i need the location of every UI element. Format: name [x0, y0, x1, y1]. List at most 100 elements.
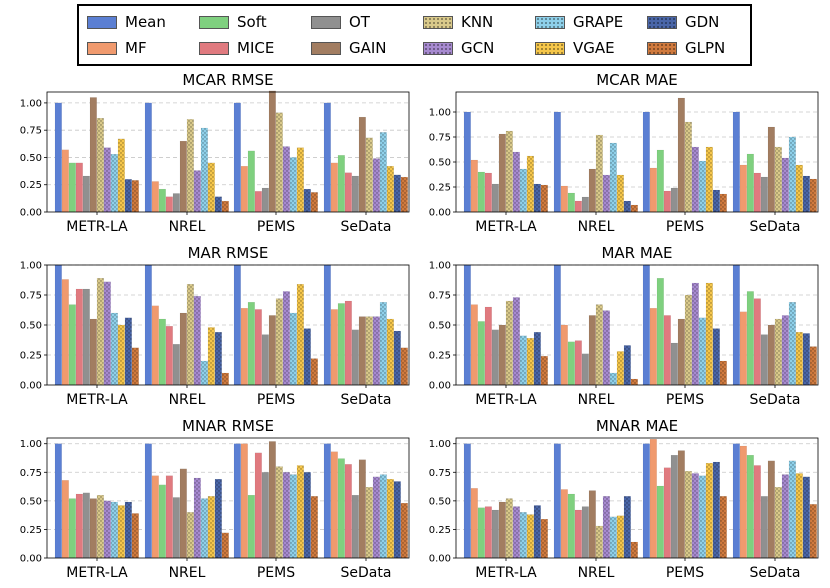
bar-grape — [609, 372, 617, 386]
bar-gdn — [712, 328, 720, 386]
plot-frame — [455, 437, 819, 559]
bar-gain — [588, 490, 596, 559]
bar-ot — [670, 187, 678, 213]
bar-mf — [560, 324, 568, 386]
bar-mean — [642, 264, 650, 386]
chart-title: MNAR MAE — [596, 417, 678, 435]
bar-gain — [498, 324, 506, 386]
bar-glpn — [540, 184, 548, 213]
bar-soft — [477, 507, 485, 559]
chart-title: MAR MAE — [601, 244, 672, 262]
bar-glpn — [310, 192, 318, 213]
bar-vgae — [526, 514, 534, 559]
bar-knn — [365, 316, 373, 386]
bar-gdn — [623, 200, 631, 213]
bar-ot — [261, 334, 269, 386]
bar-gdn — [533, 183, 541, 213]
y-tick-label: 0.00 — [20, 381, 42, 392]
legend-label: MICE — [237, 39, 275, 57]
category-label: PEMS — [666, 219, 704, 235]
bar-knn — [774, 486, 782, 559]
legend-item-mice: MICE — [199, 38, 274, 58]
category-label: PEMS — [666, 392, 704, 408]
bar-gain — [767, 460, 775, 559]
y-tick-label: 1.00 — [20, 439, 42, 450]
bar-mf — [649, 438, 657, 559]
bar-mf — [649, 308, 657, 386]
bar-glpn — [310, 358, 318, 386]
category-label: SeData — [341, 392, 392, 408]
bar-gdn — [214, 478, 222, 559]
bar-vgae — [616, 174, 624, 213]
legend-item-ot: OT — [311, 12, 370, 32]
legend-swatch — [199, 15, 229, 29]
bar-mf — [151, 475, 159, 559]
legend-item-grape: GRAPE — [535, 12, 623, 32]
bar-mean — [233, 264, 241, 386]
bar-soft — [746, 291, 754, 386]
bar-mice — [663, 467, 671, 559]
bar-ot — [491, 509, 499, 559]
bar-glpn — [809, 346, 817, 386]
bar-gdn — [124, 317, 132, 386]
bar-mf — [330, 162, 338, 213]
bar-mice — [75, 493, 83, 559]
bar-grape — [110, 154, 118, 213]
bar-mice — [574, 200, 582, 213]
bar-gcn — [512, 297, 520, 386]
y-tick-label: 0.00 — [429, 554, 451, 565]
bar-grape — [200, 498, 208, 559]
bar-knn — [774, 146, 782, 213]
bar-mice — [574, 340, 582, 386]
bar-grape — [519, 168, 527, 213]
bar-mean — [323, 102, 331, 213]
bar-gain — [89, 498, 97, 559]
y-tick-label: 0.00 — [20, 554, 42, 565]
y-tick-label: 1.00 — [20, 261, 42, 272]
bar-mice — [254, 191, 262, 213]
bar-vgae — [386, 318, 394, 386]
bar-mice — [753, 298, 761, 386]
chart-mcar-rmse: MCAR RMSE 0.00 0.25 0.50 0.75 1.00 METR-LA NREL… — [20, 71, 410, 235]
bar-knn — [774, 318, 782, 386]
legend-label: MF — [125, 39, 147, 57]
bar-mean — [144, 264, 152, 386]
bar-vgae — [705, 462, 713, 559]
legend-swatch — [647, 15, 677, 29]
legend-label: GCN — [461, 39, 495, 57]
bar-mean — [54, 102, 62, 213]
legend-label: OT — [349, 13, 370, 31]
bar-mf — [739, 445, 747, 559]
legend-label: Soft — [237, 13, 267, 31]
y-tick-label: 0.75 — [429, 291, 451, 302]
y-tick-label: 0.50 — [20, 496, 42, 507]
bar-gdn — [533, 505, 541, 559]
category-label: PEMS — [257, 565, 295, 581]
plot-frame — [46, 437, 410, 559]
bar-glpn — [809, 504, 817, 559]
bar-mice — [484, 306, 492, 386]
bar-grape — [698, 317, 706, 386]
y-tick-label: 1.00 — [429, 261, 451, 272]
legend-label: Mean — [125, 13, 166, 31]
legend-item-gdn: GDN — [647, 12, 719, 32]
bar-mean — [323, 264, 331, 386]
bar-gcn — [512, 151, 520, 213]
bar-glpn — [221, 372, 229, 386]
bar-grape — [289, 474, 297, 559]
bar-gcn — [781, 474, 789, 559]
y-tick-label: 0.50 — [429, 496, 451, 507]
bar-gain — [358, 316, 366, 386]
legend-label: GDN — [685, 13, 720, 31]
category-label: PEMS — [257, 219, 295, 235]
bar-gain — [498, 133, 506, 213]
bar-mice — [663, 315, 671, 386]
y-tick-label: 0.75 — [429, 468, 451, 479]
bar-gain — [89, 318, 97, 386]
bar-mice — [165, 196, 173, 213]
legend-item-soft: Soft — [199, 12, 267, 32]
bar-knn — [96, 494, 104, 559]
bar-mice — [574, 509, 582, 559]
bar-gcn — [781, 157, 789, 213]
